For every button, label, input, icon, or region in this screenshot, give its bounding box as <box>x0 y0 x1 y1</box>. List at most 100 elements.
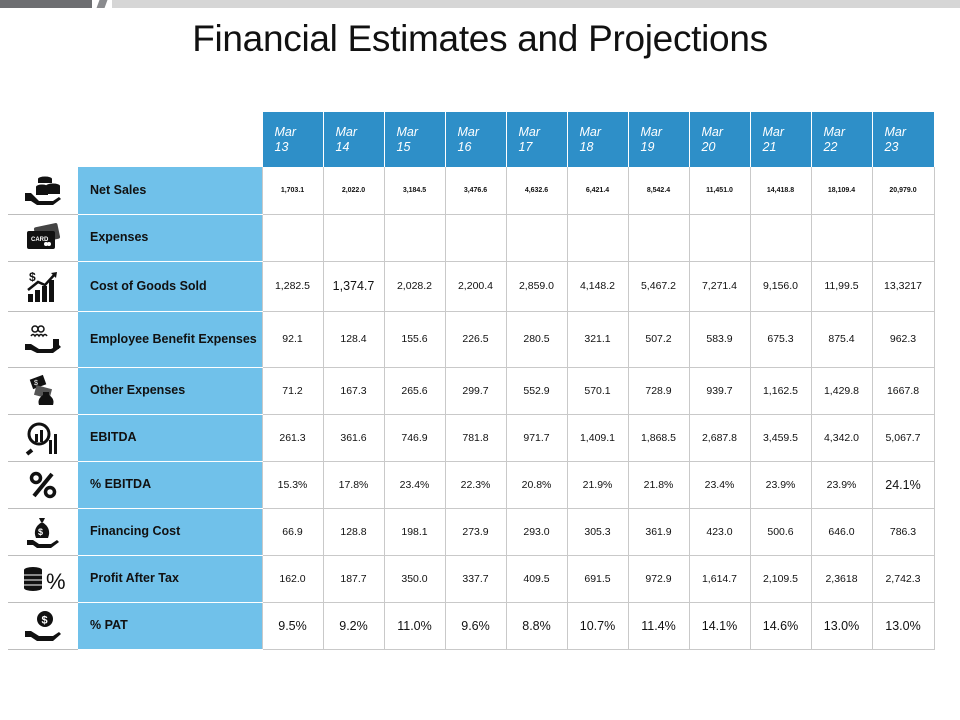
column-header: Mar 22 <box>810 112 872 167</box>
table-cell: 155.6 <box>383 311 445 368</box>
table-cell: 128.8 <box>322 508 384 556</box>
table-cell: 570.1 <box>566 367 628 415</box>
table-cell: 321.1 <box>566 311 628 368</box>
table-cell: 305.3 <box>566 508 628 556</box>
table-cell <box>810 214 872 262</box>
table-row: EBITDA 261.3 361.6 746.9 781.8 971.7 1,409.1 1,… <box>8 414 935 462</box>
table-row: $ Financing Cost 66.9 128.8 198.1 273.9 293.0 3… <box>8 508 935 556</box>
table-cell <box>749 214 811 262</box>
table-cell: 23.4% <box>383 461 445 509</box>
table-cell: 2,109.5 <box>749 555 811 603</box>
table-cell: 3,459.5 <box>749 414 811 462</box>
row-label: Profit After Tax <box>78 555 262 603</box>
table-cell: 2,742.3 <box>871 555 935 603</box>
table-cell: 5,067.7 <box>871 414 935 462</box>
table-cell: 14.1% <box>688 602 750 650</box>
table-cell: 1,868.5 <box>627 414 689 462</box>
svg-text:$: $ <box>29 270 36 284</box>
top-bar-light-segment <box>112 0 960 8</box>
table-cell: 11.4% <box>627 602 689 650</box>
table-cell: 9.6% <box>444 602 506 650</box>
table-cell: 15.3% <box>261 461 323 509</box>
table-cell: 781.8 <box>444 414 506 462</box>
column-header: Mar 16 <box>444 112 506 167</box>
table-cell: 23.9% <box>810 461 872 509</box>
column-header: Mar 15 <box>383 112 445 167</box>
table-cell: 21.8% <box>627 461 689 509</box>
table-cell: 187.7 <box>322 555 384 603</box>
table-cell: 728.9 <box>627 367 689 415</box>
percent-icon <box>8 461 78 509</box>
row-label: % EBITDA <box>78 461 262 509</box>
table-cell: 4,342.0 <box>810 414 872 462</box>
table-row: $ Other Expenses 71.2 167.3 265.6 299.7 552.9 5… <box>8 367 935 415</box>
table-cell: 350.0 <box>383 555 445 603</box>
header-row: Mar 13 Mar 14 Mar 15 Mar 16 Mar 17 Mar 18 Mar 1… <box>8 112 934 167</box>
table-cell <box>566 214 628 262</box>
svg-text:%: % <box>46 569 66 594</box>
table-cell: 10.7% <box>566 602 628 650</box>
decorative-top-bar <box>0 0 960 8</box>
svg-text:CARD: CARD <box>31 237 49 243</box>
table-cell: 583.9 <box>688 311 750 368</box>
page-title: Financial Estimates and Projections <box>192 18 768 59</box>
row-label: Expenses <box>78 214 262 262</box>
row-label: Other Expenses <box>78 367 262 415</box>
table-row: CARD Expenses <box>8 214 935 262</box>
table-cell: 2,028.2 <box>383 261 445 312</box>
table-cell: 8,542.4 <box>627 167 689 215</box>
table-cell: 11,451.0 <box>688 167 750 215</box>
table-cell: 2,200.4 <box>444 261 506 312</box>
table-cell: 875.4 <box>810 311 872 368</box>
table-cell: 6,421.4 <box>566 167 628 215</box>
table-cell <box>871 214 935 262</box>
table-cell: 2,687.8 <box>688 414 750 462</box>
table-cell: 299.7 <box>444 367 506 415</box>
table-cell <box>688 214 750 262</box>
financial-table: Mar 13 Mar 14 Mar 15 Mar 16 Mar 17 Mar 18 Mar 1… <box>8 112 935 650</box>
money-hand-icon <box>8 167 78 215</box>
table-cell: 939.7 <box>688 367 750 415</box>
table-cell: 9,156.0 <box>749 261 811 312</box>
table-row: $ Cost of Goods Sold 1,282.5 1,374.7 2,028.2… <box>8 261 935 312</box>
table-cell: 18,109.4 <box>810 167 872 215</box>
table-cell: 1,614.7 <box>688 555 750 603</box>
table-cell: 3,476.6 <box>444 167 506 215</box>
table-cell: 2,859.0 <box>505 261 567 312</box>
table-cell: 962.3 <box>871 311 935 368</box>
table-cell: 11.0% <box>383 602 445 650</box>
table-cell: 14,418.8 <box>749 167 811 215</box>
table-cell: 423.0 <box>688 508 750 556</box>
table-cell: 265.6 <box>383 367 445 415</box>
table-row: Employee Benefit Expenses 92.1 128.4 155.6 2… <box>8 311 935 368</box>
top-bar-dark-segment <box>0 0 92 8</box>
table-cell: 20.8% <box>505 461 567 509</box>
table-cell: 4,148.2 <box>566 261 628 312</box>
row-label: Employee Benefit Expenses <box>78 311 262 368</box>
cash-bag-icon: $ <box>8 367 78 415</box>
table-cell: 273.9 <box>444 508 506 556</box>
table-cell: 9.5% <box>261 602 323 650</box>
table-cell: 128.4 <box>322 311 384 368</box>
table-cell <box>261 214 323 262</box>
table-cell: 500.6 <box>749 508 811 556</box>
table-cell: 1,409.1 <box>566 414 628 462</box>
row-label: Financing Cost <box>78 508 262 556</box>
table-cell: 9.2% <box>322 602 384 650</box>
table-cell: 786.3 <box>871 508 935 556</box>
svg-text:$: $ <box>42 614 48 626</box>
table-cell: 552.9 <box>505 367 567 415</box>
magnifier-chart-icon <box>8 414 78 462</box>
row-label: Cost of Goods Sold <box>78 261 262 312</box>
table-cell <box>505 214 567 262</box>
table-cell: 198.1 <box>383 508 445 556</box>
table-cell: 13.0% <box>871 602 935 650</box>
svg-text:$: $ <box>38 527 43 537</box>
table-cell: 7,271.4 <box>688 261 750 312</box>
credit-card-icon: CARD <box>8 214 78 262</box>
column-header: Mar 17 <box>505 112 567 167</box>
table-cell: 21.9% <box>566 461 628 509</box>
table-cell: 746.9 <box>383 414 445 462</box>
table-cell: 409.5 <box>505 555 567 603</box>
table-cell: 4,632.6 <box>505 167 567 215</box>
